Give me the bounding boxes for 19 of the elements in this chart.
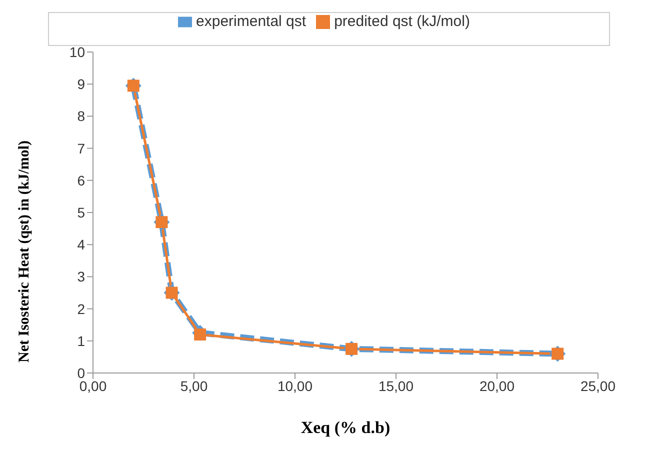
x-tick-label: 25,00 [580,378,616,394]
y-tick-label: 8 [77,108,86,124]
legend-label: predited qst (kJ/mol) [334,13,470,30]
y-tick-label: 2 [77,300,86,317]
y-tick-label: 5 [77,204,86,220]
y-tick-label: 3 [77,268,86,285]
y-tick-label: 7 [77,140,86,156]
x-tick-label: 5,00 [180,378,208,394]
y-tick-label: 9 [77,76,86,92]
x-tick-label: 20,00 [479,378,515,394]
y-tick-label: 1 [77,332,86,349]
x-axis-title: Xeq (% d.b) [300,418,390,437]
y-tick-label: 6 [77,172,86,188]
y-tick-label: 4 [77,236,86,253]
legend-label: experimental qst [196,13,306,30]
x-tick-label: 10,00 [277,378,313,394]
y-tick-label: 10 [69,44,86,60]
x-tick-label: 15,00 [378,378,414,394]
y-axis-title: Net Isosteric Heat (qst) in (kJ/mol) [16,140,32,362]
